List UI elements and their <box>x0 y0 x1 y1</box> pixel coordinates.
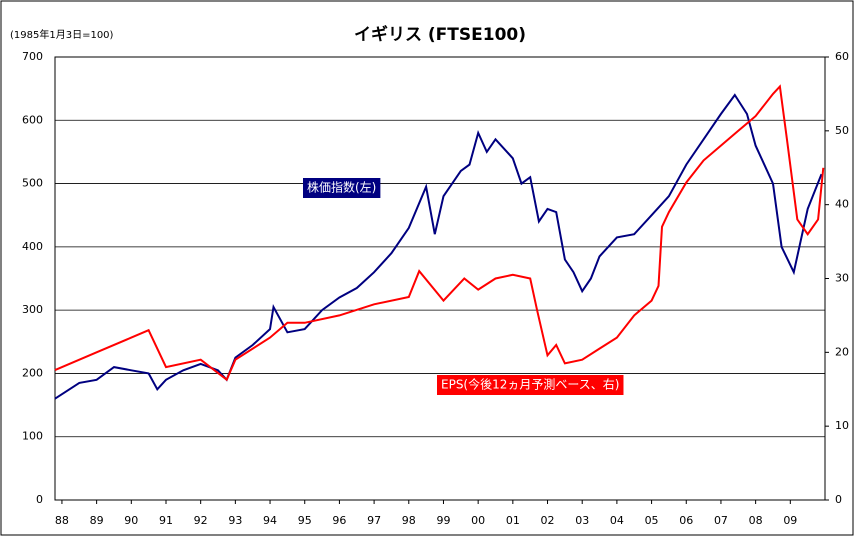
x-tick-label: 98 <box>402 514 416 527</box>
y-tick-label: 400 <box>22 240 43 253</box>
x-tick-label: 90 <box>124 514 138 527</box>
y-tick-label: 300 <box>22 303 43 316</box>
y-tick-label: 200 <box>22 366 43 379</box>
y2-tick-label: 40 <box>835 198 849 211</box>
x-tick-label: 04 <box>610 514 624 527</box>
x-tick-label: 97 <box>367 514 381 527</box>
chart-title: イギリス (FTSE100) <box>354 25 526 45</box>
series-label-box <box>437 375 624 395</box>
y2-tick-label: 30 <box>835 272 849 285</box>
y-tick-label: 500 <box>22 177 43 190</box>
series-line <box>54 84 825 382</box>
x-tick-label: 96 <box>332 514 346 527</box>
y-tick-label: 700 <box>22 50 43 63</box>
x-tick-label: 99 <box>436 514 450 527</box>
series-label-box <box>303 178 381 198</box>
series-label: EPS(今後12ヵ月予測ベース、右) <box>441 377 619 392</box>
x-tick-label: 95 <box>298 514 312 527</box>
x-tick-label: 03 <box>575 514 589 527</box>
y2-tick-label: 50 <box>835 124 849 137</box>
x-tick-label: 06 <box>679 514 693 527</box>
x-tick-label: 94 <box>263 514 277 527</box>
series-label: 株価指数(左) <box>307 180 376 195</box>
plot-area <box>54 56 826 501</box>
y2-tick-label: 0 <box>835 493 842 506</box>
y-tick-label: 100 <box>22 430 43 443</box>
x-tick-label: 88 <box>55 514 69 527</box>
x-tick-label: 00 <box>471 514 485 527</box>
y-tick-label: 0 <box>36 493 43 506</box>
x-tick-label: 02 <box>541 514 555 527</box>
x-tick-label: 89 <box>90 514 104 527</box>
y-tick-label: 600 <box>22 113 43 126</box>
y2-tick-label: 60 <box>835 50 849 63</box>
x-tick-label: 09 <box>783 514 797 527</box>
x-tick-label: 07 <box>714 514 728 527</box>
x-tick-label: 91 <box>159 514 173 527</box>
x-tick-label: 01 <box>506 514 520 527</box>
annotation: (1985年1月3日=100) <box>10 28 114 41</box>
x-tick-label: 08 <box>749 514 763 527</box>
x-tick-label: 93 <box>228 514 242 527</box>
x-tick-label: 92 <box>194 514 208 527</box>
y2-tick-label: 10 <box>835 419 849 432</box>
x-tick-label: 05 <box>645 514 659 527</box>
y2-tick-label: 20 <box>835 345 849 358</box>
